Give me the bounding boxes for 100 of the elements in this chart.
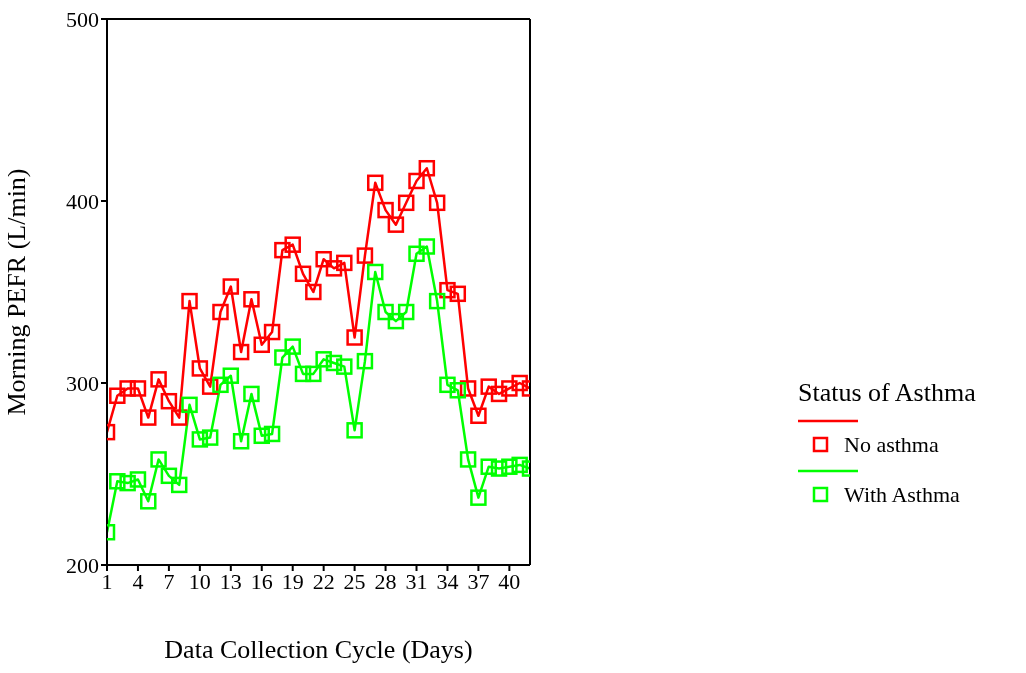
point	[490, 385, 508, 403]
point	[459, 451, 477, 468]
point	[428, 292, 446, 310]
point	[305, 283, 322, 301]
point	[212, 303, 229, 321]
point	[470, 407, 487, 425]
point	[222, 278, 240, 295]
y-tick-label: 200	[66, 552, 99, 578]
x-tick-label: 19	[281, 568, 304, 594]
point	[191, 360, 209, 377]
x-tick-label: 22	[312, 568, 335, 594]
point	[191, 431, 209, 448]
point	[480, 458, 497, 475]
point	[119, 474, 136, 492]
point	[181, 292, 198, 310]
point	[387, 216, 405, 233]
point	[408, 172, 425, 190]
point	[511, 374, 528, 392]
point	[346, 329, 363, 346]
x-tick-label: 7	[163, 568, 175, 594]
point	[232, 432, 250, 450]
x-tick-label: 34	[436, 568, 459, 594]
point	[201, 429, 219, 446]
point	[294, 265, 312, 283]
point	[170, 409, 188, 426]
point	[408, 245, 425, 263]
point	[459, 380, 477, 397]
point	[418, 159, 436, 177]
point	[253, 427, 271, 445]
y-tick-label: 400	[66, 188, 99, 214]
x-tick-label: 1	[101, 568, 113, 594]
point	[501, 458, 518, 475]
point	[377, 201, 394, 219]
x-tick-label: 4	[132, 568, 144, 594]
point	[356, 247, 374, 264]
x-tick-label: 31	[405, 568, 428, 594]
point	[336, 254, 353, 272]
point	[397, 303, 415, 321]
point	[325, 260, 343, 277]
point	[160, 392, 178, 410]
point	[490, 460, 508, 477]
x-tick-label: 10	[188, 568, 211, 594]
x-tick-label: 16	[250, 568, 273, 594]
point	[129, 471, 147, 488]
legend-label: With Asthma	[844, 482, 960, 508]
point	[439, 376, 456, 394]
point	[336, 358, 353, 375]
point	[284, 338, 301, 355]
point	[305, 365, 322, 383]
point	[470, 489, 487, 506]
point	[212, 376, 229, 394]
y-tick-label: 300	[66, 370, 99, 396]
point	[366, 263, 384, 281]
point	[232, 343, 250, 361]
point	[274, 241, 291, 259]
legend-label: No asthma	[844, 432, 939, 458]
point	[480, 378, 497, 395]
point	[428, 194, 446, 212]
point	[387, 312, 405, 330]
point	[439, 281, 456, 299]
point	[501, 380, 518, 397]
x-axis-title: Data Collection Cycle (Days)	[164, 635, 473, 664]
point	[129, 380, 147, 397]
point	[140, 493, 157, 510]
point	[294, 365, 312, 383]
point	[315, 250, 332, 268]
point	[511, 456, 528, 474]
point	[397, 194, 415, 212]
point	[160, 467, 178, 485]
y-axis-title: Morning PEFR (L/min)	[2, 168, 32, 416]
point	[243, 385, 260, 403]
point	[366, 174, 384, 192]
point	[346, 422, 363, 439]
point	[109, 387, 126, 404]
point	[377, 303, 394, 321]
legend-title: Status of Asthma	[798, 378, 977, 408]
point	[356, 352, 374, 370]
point	[418, 238, 436, 255]
point	[449, 285, 467, 303]
y-tick-label: 500	[66, 6, 99, 32]
x-tick-label: 37	[467, 568, 490, 594]
x-tick-label: 13	[219, 568, 242, 594]
point	[150, 451, 167, 468]
point	[284, 236, 301, 253]
point	[222, 367, 240, 384]
point	[325, 354, 343, 372]
x-tick-label: 28	[374, 568, 397, 594]
point	[263, 425, 281, 443]
point	[274, 349, 291, 366]
point	[119, 380, 136, 397]
point	[150, 371, 167, 388]
point	[181, 396, 198, 414]
x-tick-label: 40	[498, 568, 521, 594]
point	[109, 473, 126, 490]
point	[140, 409, 157, 426]
x-tick-label: 25	[343, 568, 366, 594]
point	[449, 382, 467, 399]
point	[263, 323, 281, 341]
point	[170, 476, 188, 494]
point	[315, 351, 332, 368]
